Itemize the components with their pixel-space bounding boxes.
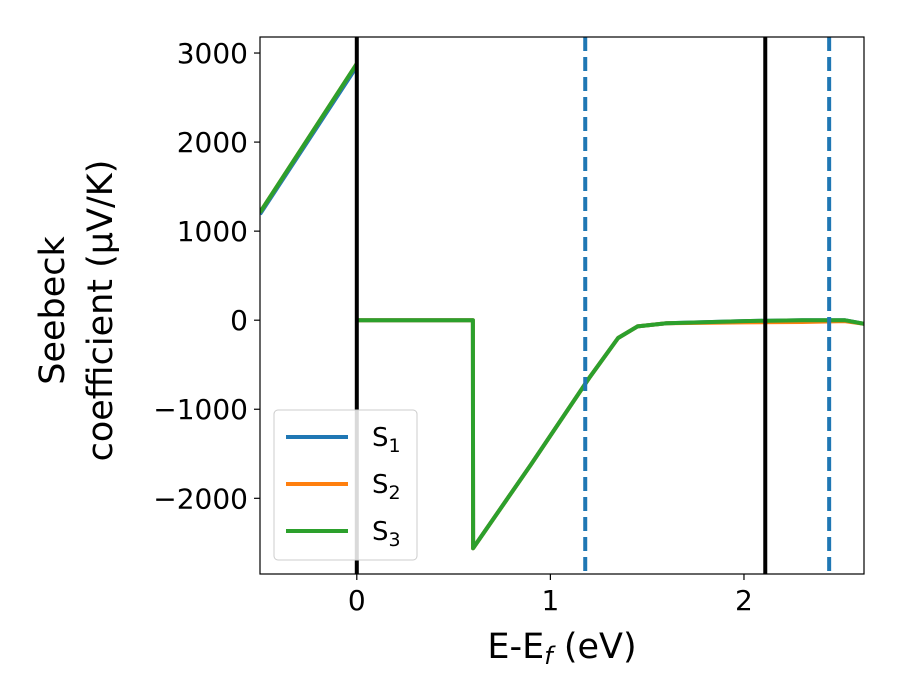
series-s1-line-2 (356, 318, 864, 551)
legend-label-s2: S2 (372, 470, 401, 504)
legend: S1 S2 S3 (273, 409, 418, 561)
x-tick-label: 2 (735, 584, 753, 617)
y-axis-label-line1: Seebeck (33, 235, 73, 384)
x-axis: 0 1 2 (348, 574, 753, 617)
series-s3-line-2 (356, 318, 864, 551)
x-tick-label: 1 (541, 584, 559, 617)
y-tick-label: −1000 (153, 393, 248, 426)
y-tick-label: 0 (230, 304, 248, 337)
y-axis-label: Seebeck coefficient (μV/K) (33, 160, 121, 462)
y-axis-label-line2: coefficient (μV/K) (81, 160, 121, 462)
y-tick-label: 2000 (177, 126, 248, 159)
x-axis-label: E-Ef (eV) (487, 627, 636, 670)
x-tick-label: 0 (348, 584, 366, 617)
series-s2-line-2 (356, 318, 864, 551)
y-axis: −2000 −1000 0 1000 2000 3000 (153, 37, 260, 515)
legend-label-s3: S3 (372, 517, 401, 551)
axes-frame (259, 36, 865, 575)
series-s3-line-1 (260, 62, 359, 214)
y-tick-label: 1000 (177, 215, 248, 248)
legend-label-s1: S1 (372, 423, 401, 457)
plot-area (260, 37, 864, 574)
y-tick-label: −2000 (153, 482, 248, 515)
y-tick-label: 3000 (177, 37, 248, 70)
